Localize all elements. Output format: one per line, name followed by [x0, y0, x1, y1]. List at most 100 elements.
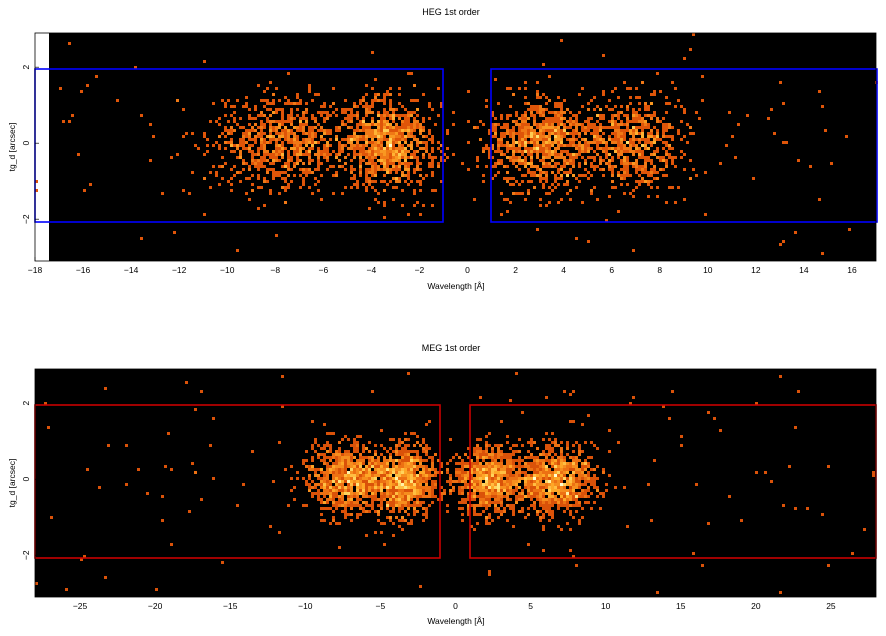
- meg-event-pixel: [107, 444, 110, 447]
- heg-event-pixel: [545, 192, 548, 195]
- meg-event-pixel: [401, 498, 404, 501]
- heg-event-pixel: [554, 147, 557, 150]
- meg-event-pixel: [422, 468, 425, 471]
- meg-event-pixel: [542, 549, 545, 552]
- heg-event-pixel: [620, 141, 623, 144]
- meg-event-pixel: [464, 501, 467, 504]
- meg-event-pixel: [302, 477, 305, 480]
- heg-event-pixel: [344, 186, 347, 189]
- meg-event-pixel: [512, 510, 515, 513]
- meg-event-pixel: [374, 468, 377, 471]
- meg-event-pixel: [377, 468, 380, 471]
- meg-event-pixel: [404, 468, 407, 471]
- meg-event-pixel: [293, 486, 296, 489]
- heg-event-pixel: [401, 138, 404, 141]
- heg-event-pixel: [359, 123, 362, 126]
- heg-event-pixel: [545, 204, 548, 207]
- meg-event-pixel: [560, 465, 563, 468]
- heg-event-pixel: [608, 162, 611, 165]
- heg-event-pixel: [419, 189, 422, 192]
- heg-event-pixel: [572, 123, 575, 126]
- heg-event-pixel: [581, 87, 584, 90]
- heg-event-pixel: [326, 141, 329, 144]
- heg-event-pixel: [491, 129, 494, 132]
- heg-event-pixel: [221, 132, 224, 135]
- heg-event-pixel: [530, 111, 533, 114]
- heg-event-pixel: [599, 138, 602, 141]
- meg-event-pixel: [467, 474, 470, 477]
- heg-event-pixel: [392, 144, 395, 147]
- meg-event-pixel: [479, 498, 482, 501]
- heg-event-pixel: [356, 117, 359, 120]
- meg-event-pixel: [536, 471, 539, 474]
- meg-event-pixel: [365, 474, 368, 477]
- meg-event-pixel: [392, 504, 395, 507]
- heg-event-pixel: [218, 135, 221, 138]
- heg-event-pixel: [323, 138, 326, 141]
- heg-event-pixel: [560, 120, 563, 123]
- meg-event-pixel: [428, 495, 431, 498]
- heg-event-pixel: [671, 162, 674, 165]
- meg-event-pixel: [488, 501, 491, 504]
- meg-event-pixel: [323, 477, 326, 480]
- meg-event-pixel: [491, 474, 494, 477]
- heg-event-pixel: [353, 168, 356, 171]
- heg-event-pixel: [557, 177, 560, 180]
- heg-event-pixel: [665, 144, 668, 147]
- heg-event-pixel: [305, 117, 308, 120]
- heg-event-pixel: [647, 135, 650, 138]
- meg-event-pixel: [575, 441, 578, 444]
- heg-event-pixel: [629, 162, 632, 165]
- heg-event-pixel: [644, 120, 647, 123]
- meg-event-pixel: [680, 435, 683, 438]
- meg-event-pixel: [341, 501, 344, 504]
- heg-event-pixel: [497, 123, 500, 126]
- heg-event-pixel: [569, 138, 572, 141]
- meg-event-pixel: [482, 489, 485, 492]
- meg-event-pixel: [422, 459, 425, 462]
- heg-event-pixel: [581, 201, 584, 204]
- heg-event-pixel: [506, 114, 509, 117]
- meg-event-pixel: [467, 513, 470, 516]
- heg-event-pixel: [251, 138, 254, 141]
- meg-event-pixel: [572, 498, 575, 501]
- meg-event-pixel: [539, 495, 542, 498]
- heg-event-pixel: [362, 138, 365, 141]
- heg-event-pixel: [638, 156, 641, 159]
- meg-event-pixel: [575, 504, 578, 507]
- heg-event-pixel: [224, 141, 227, 144]
- heg-event-pixel: [599, 108, 602, 111]
- heg-event-pixel: [290, 141, 293, 144]
- meg-event-pixel: [431, 465, 434, 468]
- heg-event-pixel: [347, 153, 350, 156]
- meg-event-pixel: [563, 498, 566, 501]
- heg-event-pixel: [560, 132, 563, 135]
- meg-event-pixel: [539, 468, 542, 471]
- heg-event-pixel: [341, 144, 344, 147]
- meg-event-pixel: [320, 498, 323, 501]
- meg-event-pixel: [314, 441, 317, 444]
- heg-event-pixel: [491, 165, 494, 168]
- heg-event-pixel: [311, 117, 314, 120]
- heg-event-pixel: [389, 117, 392, 120]
- heg-event-pixel: [554, 111, 557, 114]
- heg-event-pixel: [650, 162, 653, 165]
- meg-event-pixel: [308, 474, 311, 477]
- heg-event-pixel: [269, 123, 272, 126]
- heg-event-pixel: [551, 144, 554, 147]
- heg-event-pixel: [398, 165, 401, 168]
- heg-event-pixel: [677, 186, 680, 189]
- meg-event-pixel: [479, 480, 482, 483]
- meg-event-pixel: [362, 447, 365, 450]
- heg-event-pixel: [350, 108, 353, 111]
- heg-event-pixel: [431, 159, 434, 162]
- meg-event-pixel: [365, 471, 368, 474]
- meg-event-pixel: [512, 483, 515, 486]
- heg-event-pixel: [263, 156, 266, 159]
- meg-event-pixel: [572, 555, 575, 558]
- meg-event-pixel: [386, 483, 389, 486]
- heg-event-pixel: [668, 102, 671, 105]
- heg-event-pixel: [284, 189, 287, 192]
- meg-event-pixel: [419, 444, 422, 447]
- heg-event-pixel: [614, 87, 617, 90]
